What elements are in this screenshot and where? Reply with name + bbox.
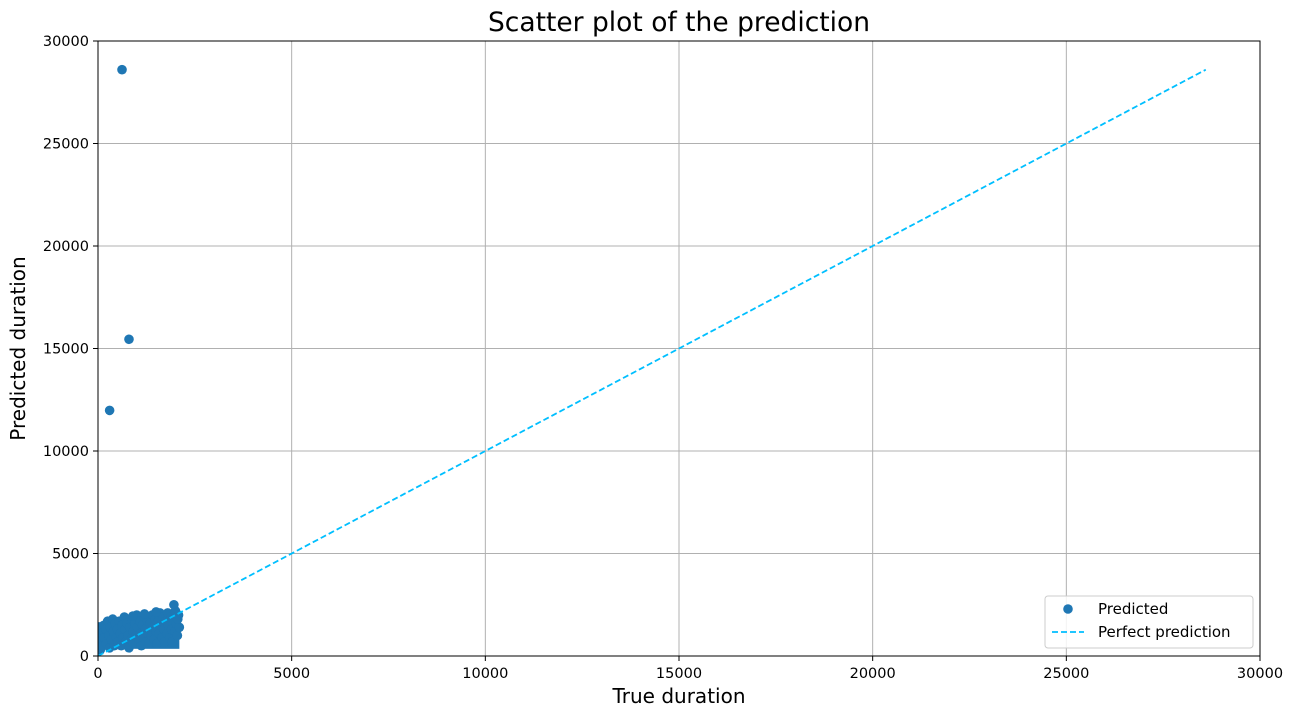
y-tick-label-0: 0 [80, 649, 89, 665]
legend-box [1044, 595, 1254, 649]
y-tick-label-6: 30000 [43, 34, 89, 50]
scatter-point-87 [151, 607, 161, 617]
plot-clipped [98, 64, 1207, 656]
scatter-point-85 [174, 622, 185, 633]
x-axis-label: True duration [612, 684, 746, 708]
x-tick-label-3: 15000 [656, 666, 702, 682]
y-tick-label-1: 5000 [52, 547, 89, 563]
scatter-point-89 [128, 611, 138, 621]
legend-label-perfect: Perfect prediction [1098, 623, 1231, 641]
y-axis-label: Predicted duration [6, 256, 30, 440]
legend-marker-predicted [1063, 604, 1073, 614]
axis-ticks: 0 5000 10000 15000 20000 25000 30000 0 5000 10000… [43, 34, 1283, 682]
chart-title: Scatter plot of the prediction [488, 7, 870, 38]
scatter-point-2 [104, 405, 115, 416]
perfect-prediction-line [98, 68, 1207, 656]
x-tick-label-5: 25000 [1043, 666, 1089, 682]
legend: Predicted Perfect prediction [1044, 595, 1254, 649]
x-tick-label-0: 0 [93, 666, 102, 682]
y-tick-label-4: 20000 [43, 239, 89, 255]
x-tick-label-6: 30000 [1237, 666, 1283, 682]
x-tick-label-1: 5000 [273, 666, 310, 682]
scatter-point-83 [172, 630, 183, 641]
y-tick-label-3: 15000 [43, 342, 89, 358]
scatter-point-88 [139, 609, 150, 619]
plot-data [98, 64, 1207, 656]
scatter-point-90 [172, 614, 183, 624]
y-tick-label-5: 25000 [43, 137, 89, 153]
scatter-point-86 [169, 599, 179, 610]
legend-label-predicted: Predicted [1098, 600, 1168, 618]
scatter-point-0 [117, 64, 127, 75]
scatter-point-1 [124, 334, 134, 345]
x-tick-label-2: 10000 [462, 666, 508, 682]
y-tick-label-2: 10000 [43, 444, 89, 460]
x-tick-label-4: 20000 [850, 666, 896, 682]
